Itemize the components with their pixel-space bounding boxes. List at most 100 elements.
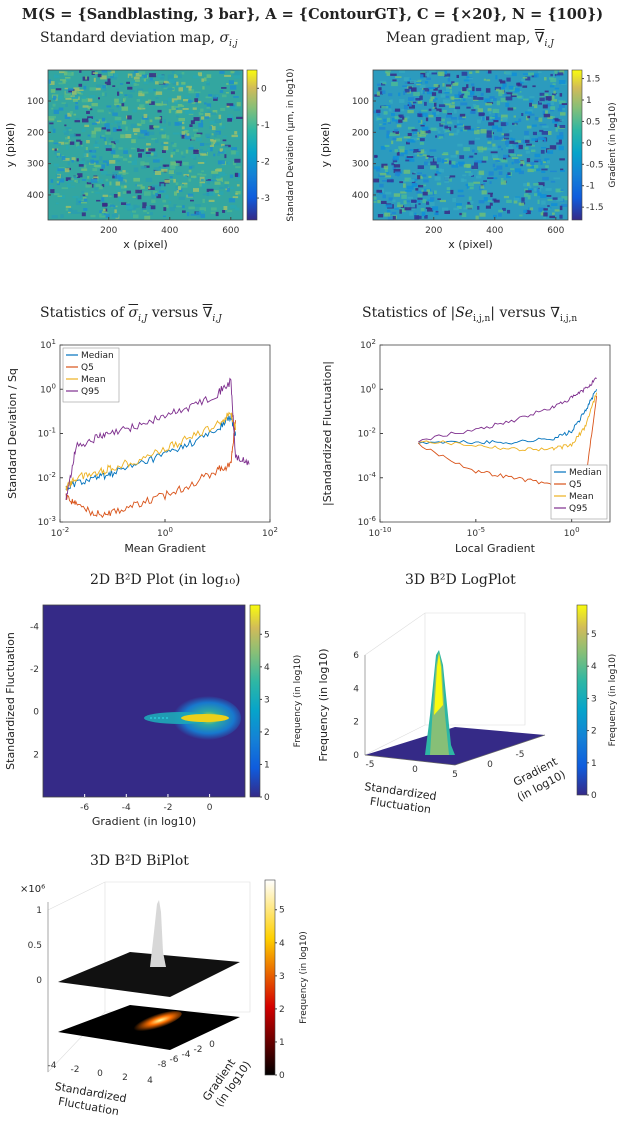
grad-map-title: Mean gradient map, ∇i,J <box>386 30 554 49</box>
stats_std-legend-item: Q95 <box>81 387 100 397</box>
stats_se-xtick: 10-10 <box>369 526 392 539</box>
ld3-ztick: 4 <box>353 684 359 694</box>
grad_map-cbtick: -1.5 <box>586 203 604 213</box>
grad_map-xtick: 600 <box>547 226 564 236</box>
ld3-ztick: 0 <box>353 751 359 761</box>
std_map-xlabel: x (pixel) <box>123 238 168 251</box>
b2d-xtick: -2 <box>163 803 172 813</box>
stats_std-legend-item: Q5 <box>81 363 94 373</box>
stats_std-ytick: 10-3 <box>38 515 56 528</box>
bi3-ztick: 1 <box>36 906 42 916</box>
stats_std-ytick: 10-1 <box>38 427 56 440</box>
std_map-xtick: 600 <box>222 226 239 236</box>
b2d-title: 2D B²D Plot (in log₁₀) <box>90 572 241 588</box>
stats-std-title: Statistics of σi,J versus ∇i,J <box>40 305 222 324</box>
stats_se-series-median <box>418 389 598 445</box>
b2d-cbtick: 2 <box>264 728 270 738</box>
ld3-cbtick: 4 <box>591 662 597 672</box>
bi3-z-exponent: ×10⁶ <box>20 884 45 895</box>
ld3-ytick: -5 <box>516 750 525 760</box>
ld3-cbtick: 1 <box>591 759 597 769</box>
bi3-ytick: -2 <box>194 1045 203 1055</box>
grad_map-cbtick: 0.5 <box>586 117 600 127</box>
stats_std-series-mean <box>65 411 236 491</box>
stats_std-series-q5 <box>65 420 236 519</box>
b2d-cbtick: 5 <box>264 630 270 640</box>
bi3-peak <box>150 900 166 967</box>
bi3-ztick: 0.5 <box>28 941 42 951</box>
ld3-cbtick: 5 <box>591 630 597 640</box>
bi3-cbtick: 5 <box>279 906 285 916</box>
bi3-colorbar <box>264 879 276 1076</box>
stats_se-ytick: 100 <box>360 382 376 395</box>
bi3-title: 3D B²D BiPlot <box>90 853 189 869</box>
ld3-cbtick: 3 <box>591 694 597 704</box>
b2d-chart: -6 -4 -2 0 -4 -2 0 2 Gradient (in log10) Standard… <box>4 604 303 828</box>
ld3-surface-floor <box>365 727 545 765</box>
ld3-title: 3D B²D LogPlot <box>405 572 516 588</box>
ld3-ytick: 0 <box>487 760 493 770</box>
std_map-ytick: 400 <box>27 191 44 201</box>
bi3-cbtick: 3 <box>279 972 285 982</box>
bi3-ztick: 0 <box>36 976 42 986</box>
stats_std-xtick: 10-2 <box>51 526 69 539</box>
b2d-cbtick: 1 <box>264 760 270 770</box>
std_map-ytick: 200 <box>27 128 44 138</box>
stats_se-ytick: 10-6 <box>358 515 377 528</box>
ld3-colorbar <box>576 604 588 796</box>
ld3-xtick: 5 <box>452 770 458 780</box>
grad_map-ylabel: y (pixel) <box>319 123 332 168</box>
std_map-xtick: 400 <box>161 226 178 236</box>
b2d-cbtick: 4 <box>264 663 270 673</box>
stats_std-legend-item: Mean <box>81 375 106 385</box>
grad_map-xtick: 400 <box>486 226 503 236</box>
bi3-chart: 00.51×10⁶-4 -2 0 2 4-8 -6 -4 -2 0StandardizedFlu… <box>20 879 309 1118</box>
bi3-ytick: -8 <box>158 1060 167 1070</box>
ld3-peak <box>434 653 443 715</box>
stats_se-xtick: 10-5 <box>467 526 485 539</box>
b2d-ytick: -4 <box>30 622 39 632</box>
ld3-colorbar-label: Frequency (in log10) <box>608 654 618 747</box>
stats_std-ylabel: Standard Deviation / Sq <box>6 368 19 499</box>
b2d-xlabel: Gradient (in log10) <box>92 815 196 828</box>
ld3-cbtick: 2 <box>591 727 597 737</box>
stats_std-ytick: 100 <box>40 382 56 395</box>
stats_std-ytick: 101 <box>40 338 56 351</box>
b2d-ylabel: Standardized Fluctuation <box>4 632 17 770</box>
grad-map-colorbar <box>571 69 583 221</box>
bi3-upper-plane <box>58 952 240 997</box>
grad_map-xtick: 200 <box>425 226 442 236</box>
std_map-cbtick: -3 <box>261 194 270 204</box>
std_map-cbtick: -1 <box>261 121 270 131</box>
b2d-colorbar <box>249 604 261 798</box>
bi3-cbtick: 1 <box>279 1038 285 1048</box>
grad_map-cbtick: 1.5 <box>586 75 600 85</box>
b2d-xtick: -6 <box>80 803 89 813</box>
stats_se-legend-item: Median <box>569 468 602 478</box>
stats-se-title: Statistics of |Sei,j,n| versus ∇i,j,n <box>362 305 578 324</box>
bi3-xtick: -4 <box>48 1061 57 1071</box>
stats_std-ytick: 10-2 <box>38 471 56 484</box>
grad_map-ytick: 300 <box>352 160 369 170</box>
ld3-cbtick: 0 <box>591 791 597 801</box>
grad_map-cbtick: 0 <box>586 139 592 149</box>
stats_std-xtick: 100 <box>157 526 173 539</box>
stats_std-xtick: 102 <box>262 526 278 539</box>
ld3-xtick: 0 <box>412 765 418 775</box>
stats_se-ytick: 10-2 <box>358 427 376 440</box>
stats_std-xlabel: Mean Gradient <box>124 542 206 555</box>
std_map-colorbar-label: Standard Deviation (µm, in log10) <box>286 68 296 221</box>
ld3-zlabel: Frequency (in log10) <box>317 648 330 761</box>
bi3-ytick: -4 <box>182 1050 191 1060</box>
b2d-ytick: -2 <box>30 665 39 675</box>
b2d-cbtick: 0 <box>264 793 270 803</box>
bi3-ytick: 0 <box>209 1040 215 1050</box>
grad_map-ytick: 200 <box>352 128 369 138</box>
grad_map-xlabel: x (pixel) <box>448 238 493 251</box>
b2d-ytick: 2 <box>33 750 39 760</box>
bi3-xtick: 2 <box>122 1073 128 1083</box>
figure-title: M(S = {Sandblasting, 3 bar}, A = {Contou… <box>21 6 604 23</box>
